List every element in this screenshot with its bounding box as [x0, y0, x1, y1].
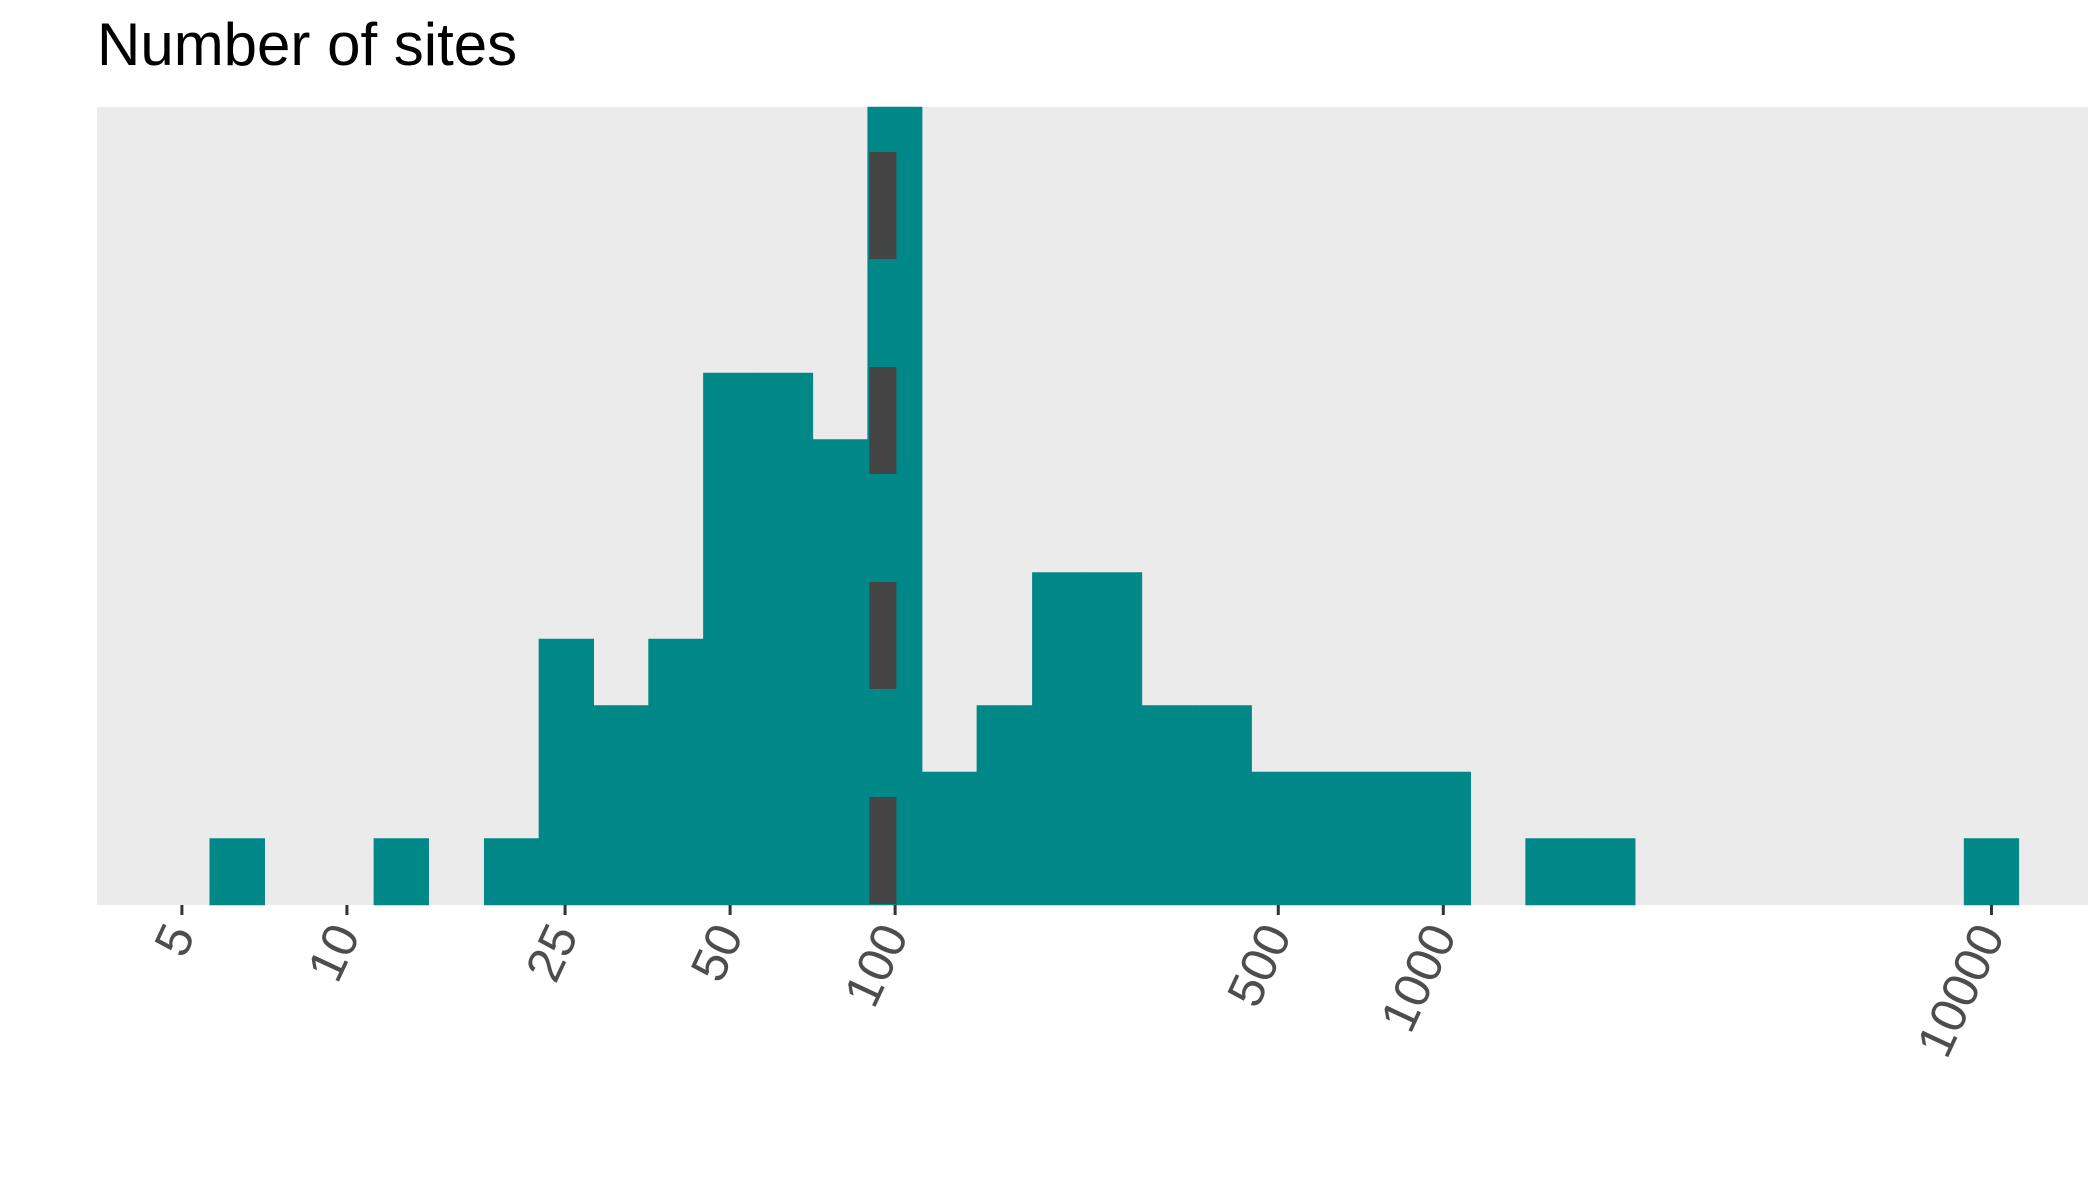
x-tick-label: 50	[680, 916, 754, 990]
x-tick-label: 10000	[1906, 916, 2016, 1066]
histogram-bar	[812, 439, 868, 906]
histogram-bar	[1141, 705, 1197, 906]
x-tick-label: 500	[1216, 916, 1302, 1015]
histogram-bar	[593, 705, 649, 906]
histogram-bar	[1251, 771, 1307, 906]
histogram-bar	[1963, 838, 2020, 906]
x-tick-label: 5	[143, 916, 206, 965]
histogram-bar	[703, 372, 759, 906]
x-tick-label: 25	[515, 916, 589, 990]
histogram-bar	[1032, 572, 1088, 906]
histogram-bar	[1305, 771, 1362, 906]
histogram-bar	[1415, 771, 1471, 906]
histogram-bar	[1525, 838, 1581, 906]
histogram-bar	[976, 705, 1033, 906]
histogram-bar	[373, 838, 429, 906]
x-tick-label: 1000	[1369, 916, 1467, 1040]
histogram-bar	[757, 372, 814, 906]
histogram-bar	[483, 838, 540, 906]
x-tick-label: 100	[833, 916, 919, 1015]
histogram-bar	[648, 638, 704, 906]
bars-group	[209, 106, 2020, 906]
histogram-bar	[209, 838, 265, 906]
x-tick-label: 10	[297, 916, 371, 990]
histogram-bar	[1086, 572, 1143, 906]
histogram-bar	[1360, 771, 1417, 906]
histogram-bar	[1580, 838, 1636, 906]
chart-title: Number of sites	[97, 11, 518, 78]
histogram-bar	[1196, 705, 1252, 906]
histogram-bar	[921, 771, 978, 906]
histogram-bar	[538, 638, 594, 906]
x-axis: 5 10 25 50 100 500 1000 10000	[143, 905, 2015, 1065]
